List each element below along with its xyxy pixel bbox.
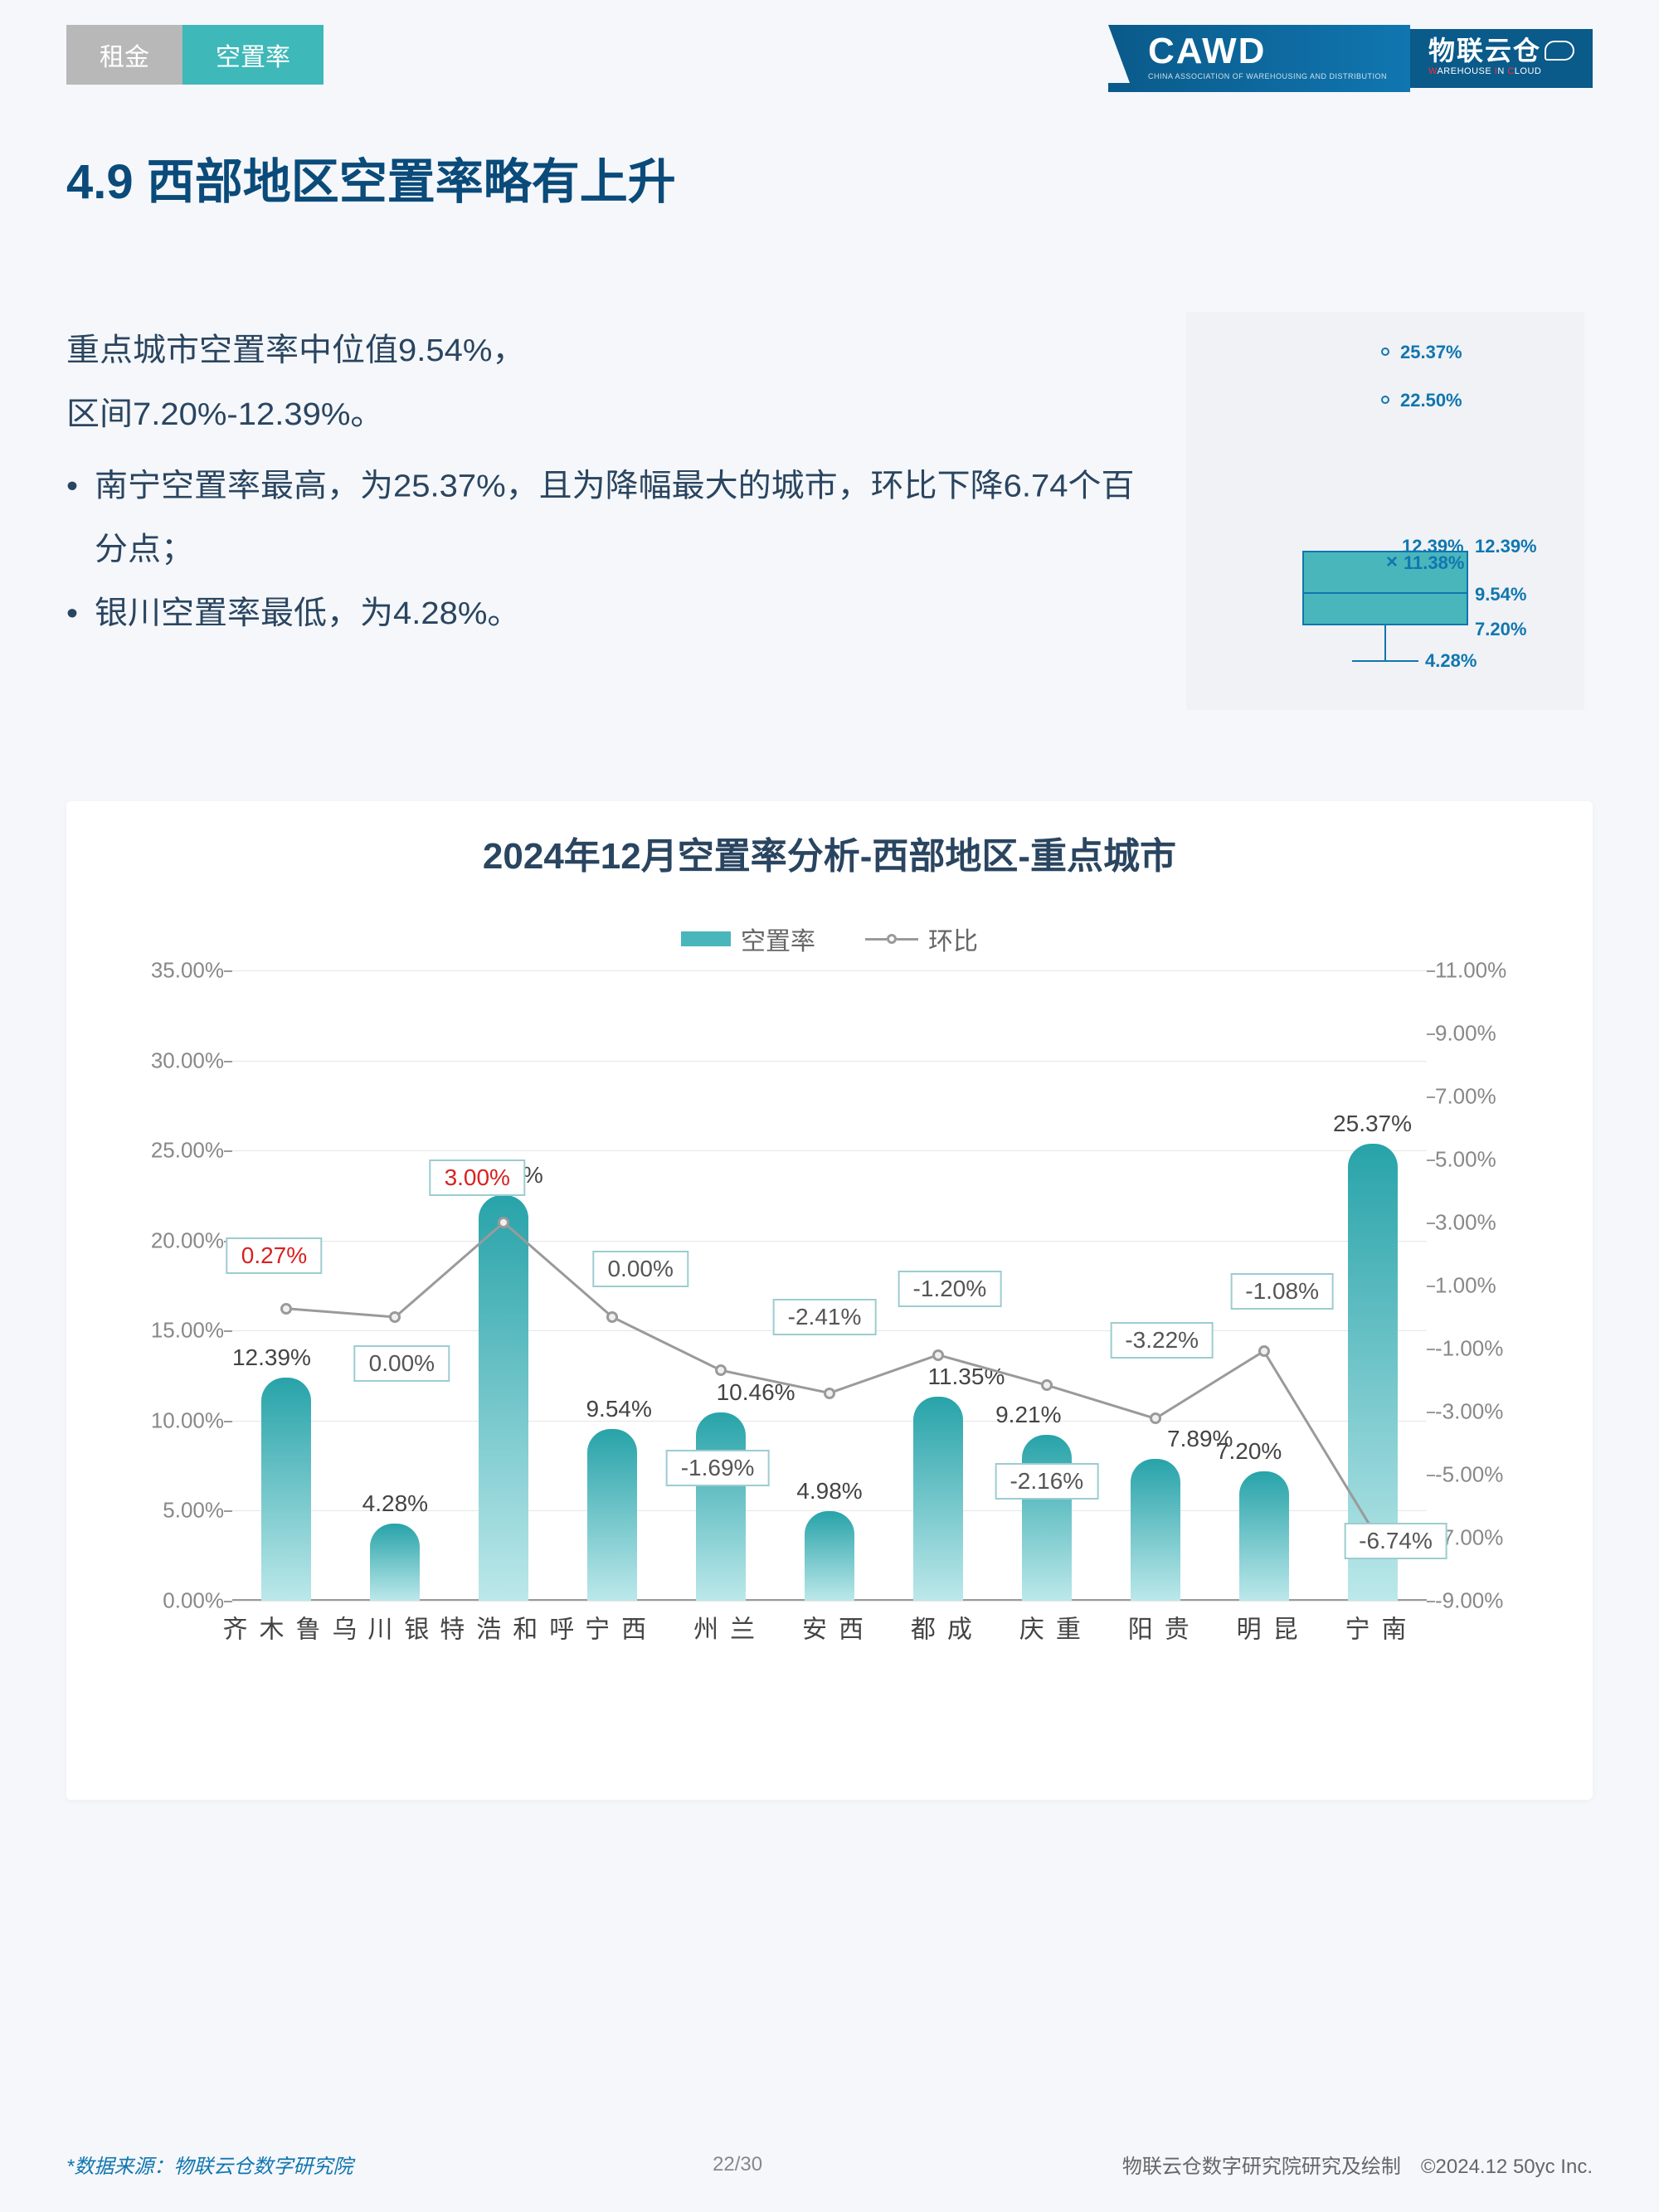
chart-area: 空置率 环比 0.00%5.00%10.00%15.00%20.00%25.00… [91,904,1568,1767]
description: 重点城市空置率中位值9.54%， 区间7.20%-12.39%。 南宁空置率最高… [66,318,1153,645]
y-right-label: -5.00% [1435,1462,1559,1488]
desc-bullet2: 银川空置率最低，为4.28%。 [66,581,1153,645]
x-label: 成都 [902,1616,975,1646]
y-right-label: -9.00% [1435,1588,1559,1614]
boxplot-outlier [1381,348,1389,356]
y-left-label: 0.00% [100,1588,224,1614]
x-label: 银川 [358,1616,431,1646]
y-right-label: 3.00% [1435,1210,1559,1236]
y-left-label: 30.00% [100,1048,224,1073]
tab-rent[interactable]: 租金 [66,25,182,85]
chart-legend: 空置率 环比 [681,921,978,957]
footer-copy: 物联云仓数字研究院研究及绘制 ©2024.12 50yc Inc. [1122,2150,1593,2179]
logo-wlyc-cn: 物联云仓 [1428,37,1574,64]
tab-vacancy[interactable]: 空置率 [182,25,324,85]
line-dot [498,1217,509,1228]
y-right-label: 9.00% [1435,1021,1559,1047]
y-left-label: 25.00% [100,1138,224,1164]
legend-line-label: 环比 [928,921,978,957]
x-label: 西宁 [576,1616,649,1646]
cloud-icon [1545,41,1574,61]
y-right-label: -1.00% [1435,1336,1559,1362]
y-left-label: 5.00% [100,1498,224,1524]
line-callout: -2.41% [773,1299,877,1335]
y-left-label: 15.00% [100,1318,224,1344]
x-label: 西安 [793,1616,866,1646]
desc-line1: 重点城市空置率中位值9.54%， [66,318,1153,382]
boxplot-outlier-label: 22.50% [1400,390,1462,411]
line-dot [715,1364,727,1376]
line-callout: 0.00% [354,1345,450,1382]
line-dot [606,1311,618,1323]
y-right-label: 1.00% [1435,1273,1559,1299]
y-right-label: -3.00% [1435,1399,1559,1425]
footer-source: *数据来源：物联云仓数字研究院 [66,2150,353,2179]
boxplot-outlier-label: 25.37% [1400,342,1462,363]
x-label: 重庆 [1010,1616,1083,1646]
legend-bar-label: 空置率 [741,921,815,957]
x-label: 昆明 [1228,1616,1301,1646]
line-callout: -1.69% [666,1450,770,1486]
line-callout: 0.00% [592,1251,688,1287]
line-dot [280,1303,292,1315]
boxplot-label: 12.39% [1475,536,1537,557]
logo-cawd: CAWD CHINA ASSOCIATION OF WAREHOUSING AN… [1108,25,1410,92]
logo-block: CAWD CHINA ASSOCIATION OF WAREHOUSING AN… [1108,25,1593,92]
logo-wlyc: 物联云仓 WAREHOUSE IN CLOUD [1410,29,1593,88]
legend-line-swatch [865,934,918,944]
logo-wlyc-en: WAREHOUSE IN CLOUD [1428,67,1574,76]
line-dot [1150,1412,1161,1424]
line-dot [824,1388,835,1399]
x-label: 贵阳 [1119,1616,1192,1646]
line-callout: -2.16% [995,1463,1098,1500]
boxplot-label: 7.20% [1475,619,1526,640]
y-left-label: 20.00% [100,1228,224,1253]
y-left-label: 10.00% [100,1407,224,1433]
line-callout: -1.20% [898,1271,1002,1307]
plot-area: 0.00%5.00%10.00%15.00%20.00%25.00%30.00%… [232,970,1427,1601]
line-callout: 3.00% [430,1159,525,1196]
y-left-label: 35.00% [100,958,224,984]
logo-cawd-text: CAWD [1148,33,1387,70]
x-label: 呼和浩特 [431,1616,577,1646]
line-callout: -3.22% [1110,1322,1214,1359]
page-title: 4.9 西部地区空置率略有上升 [66,143,1593,212]
x-label: 兰州 [684,1616,757,1646]
y-right-label: 11.00% [1435,958,1559,984]
chart-section: 2024年12月空置率分析-西部地区-重点城市 空置率 环比 0.00%5.00… [66,801,1593,1800]
legend-line: 环比 [865,921,978,957]
chart-title: 2024年12月空置率分析-西部地区-重点城市 [91,826,1568,879]
logo-cawd-sub: CHINA ASSOCIATION OF WAREHOUSING AND DIS… [1148,73,1387,80]
boxplot: 25.37%22.50%×12.39%9.54%7.20%4.28%11.38%… [1186,312,1584,710]
line-dot [1041,1379,1053,1391]
line-dot [1258,1345,1270,1357]
y-right-label: 5.00% [1435,1147,1559,1173]
x-label: 乌鲁木齐 [213,1616,359,1646]
x-label: 南宁 [1336,1616,1409,1646]
desc-line2: 区间7.20%-12.39%。 [66,382,1153,446]
legend-bar-swatch [681,931,731,946]
y-right-label: 7.00% [1435,1084,1559,1110]
line-callout: -1.08% [1230,1273,1334,1310]
desc-bullet1: 南宁空置率最高，为25.37%，且为降幅最大的城市，环比下降6.74个百分点； [66,454,1153,581]
boxplot-outlier [1381,396,1389,404]
line-dot [932,1349,944,1361]
line-callout: 0.27% [226,1237,322,1274]
y-right-label: -7.00% [1435,1525,1559,1551]
line-dot [389,1311,401,1323]
footer-page: 22/30 [713,2153,762,2176]
line-callout: -6.74% [1344,1523,1447,1559]
legend-bar: 空置率 [681,921,815,957]
footer: *数据来源：物联云仓数字研究院 22/30 物联云仓数字研究院研究及绘制 ©20… [66,2150,1593,2179]
boxplot-label: 9.54% [1475,584,1526,605]
boxplot-label: 4.28% [1425,650,1477,672]
